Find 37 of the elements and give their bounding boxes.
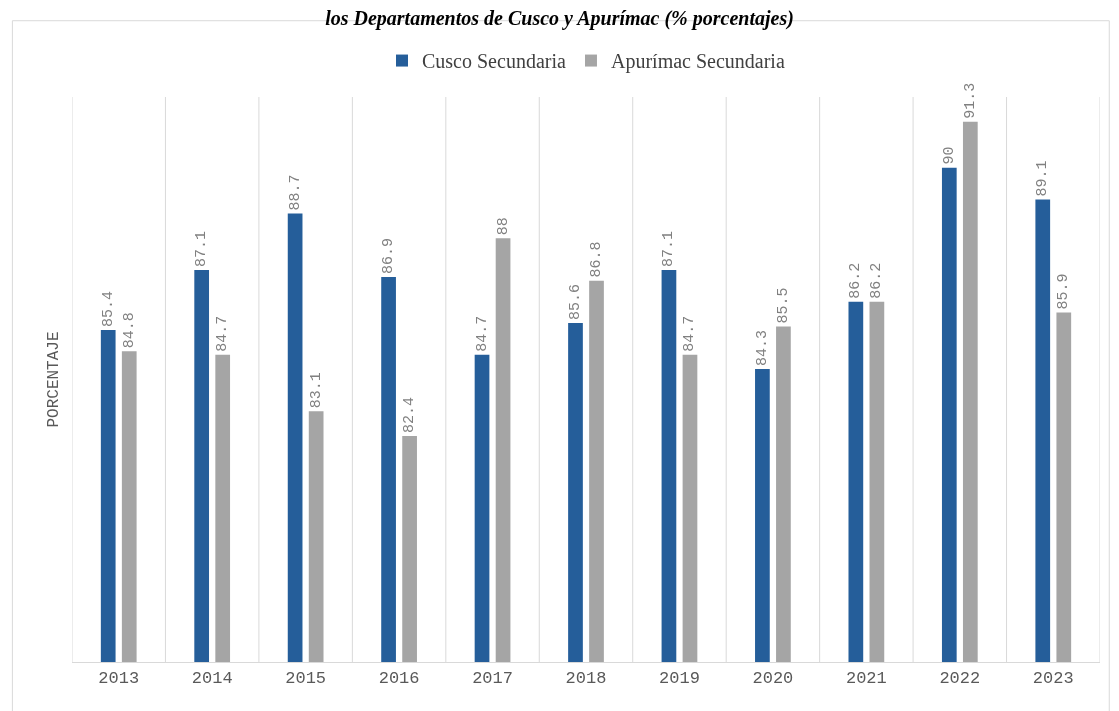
data-label: 89.1 [1034,160,1052,197]
x-tick-label: 2016 [378,669,420,689]
data-label: 82.4 [401,396,419,433]
data-label: 90 [940,146,958,165]
x-tick-label: 2018 [565,669,607,689]
x-tick-label: 2021 [845,669,887,689]
x-tick-label: 2014 [191,669,233,689]
data-label: 84.7 [214,315,232,352]
data-label: 85.6 [566,283,584,320]
x-tick-label: 2020 [752,669,794,689]
data-label: 83.1 [307,372,325,409]
data-label: 86.2 [868,262,886,299]
x-tick-label: 2013 [98,669,140,689]
data-label: 85.5 [774,287,792,324]
data-label: 84.3 [753,329,771,366]
legend-label: Apurímac Secundaria [610,50,785,74]
data-label: 86.8 [588,241,606,278]
data-label: 87.1 [660,231,678,268]
data-label: 87.1 [193,231,211,268]
x-tick-label: 2023 [1032,669,1074,689]
data-label: 84.8 [120,312,138,349]
x-tick-label: 2022 [939,669,981,689]
x-tick-label: 2017 [472,669,513,689]
data-label: 91.3 [961,82,979,119]
data-label: 85.9 [1055,273,1073,310]
x-tick-label: 2015 [285,669,327,689]
data-label: 84.7 [473,315,491,352]
data-label: 85.4 [99,291,117,328]
y-axis-title: PORCENTAJE [44,331,63,428]
data-label: 88.7 [286,174,304,211]
chart-title: los Departamentos de Cusco y Apurímac (% porcentajes) [325,6,794,30]
data-label: 86.9 [380,238,398,275]
data-label: 86.2 [847,262,865,299]
legend-label: Cusco Secundaria [422,50,566,73]
data-label: 88 [494,217,512,236]
data-label: 84.7 [681,315,699,352]
x-tick-label: 2019 [659,669,700,689]
